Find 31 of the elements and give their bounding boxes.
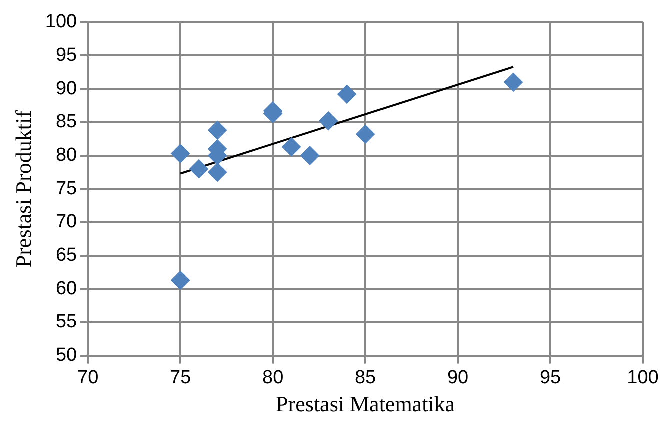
point (319, 112, 338, 131)
point (282, 138, 302, 157)
x-tick-label: 100 (627, 367, 659, 388)
y-tick-label: 65 (56, 245, 78, 266)
y-tick-label: 70 (56, 212, 78, 233)
x-axis-title: Prestasi Matematika (276, 392, 456, 417)
y-tick-label: 95 (56, 44, 78, 66)
point (338, 84, 357, 104)
y-tick-label: 60 (56, 278, 78, 300)
y-tick-label: 55 (56, 312, 78, 333)
point (171, 270, 190, 290)
y-tick-label: 75 (56, 178, 78, 200)
y-tick-label: 80 (56, 144, 78, 166)
x-tick-label: 70 (78, 367, 99, 388)
x-tick-label: 75 (170, 367, 192, 388)
point (208, 162, 228, 182)
x-tick-label: 95 (540, 367, 562, 388)
y-tick-label: 85 (56, 112, 78, 133)
point (300, 146, 320, 166)
point (190, 160, 209, 179)
point (171, 144, 190, 164)
y-tick-label: 90 (56, 78, 78, 100)
y-tick-label: 50 (56, 345, 78, 366)
x-tick-label: 80 (262, 367, 284, 388)
point (356, 124, 376, 144)
point (504, 72, 524, 92)
y-axis-title: Prestasi Produktif (10, 110, 36, 268)
point (208, 120, 228, 140)
x-tick-label: 85 (354, 367, 376, 388)
x-tick-label: 90 (447, 367, 469, 388)
y-tick-label: 100 (45, 12, 78, 33)
